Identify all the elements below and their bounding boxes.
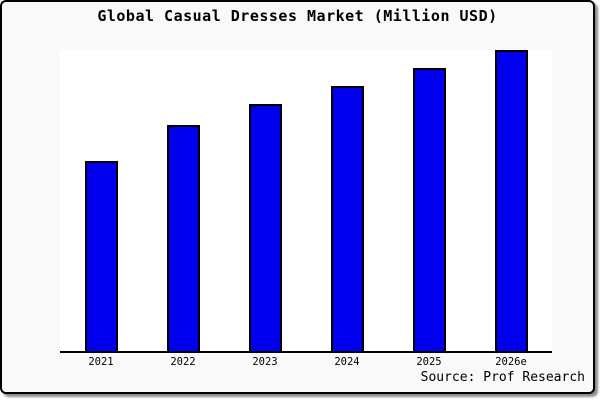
tick-label-2021: 2021 [88,356,114,368]
bar-2023 [248,104,282,351]
tick-label-2023: 2023 [252,356,278,368]
bar-slot [470,50,552,351]
x-tick-labels: 2021 2022 2023 2024 2025 2026e [60,356,552,368]
bar-2026e [494,50,528,351]
tick-label-2022: 2022 [170,356,196,368]
bars-row [60,50,552,351]
bar-2021 [84,161,118,351]
source-text: Source: Prof Research [420,370,585,385]
bar-slot [60,50,142,351]
x-axis [60,351,552,353]
bar-2024 [330,86,364,351]
chart-title: Global Casual Dresses Market (Million US… [97,7,498,25]
tick-label-2026e: 2026e [495,356,527,368]
bar-2022 [166,125,200,351]
tick-label-2024: 2024 [334,356,360,368]
bar-slot [142,50,224,351]
bar-2025 [412,68,446,351]
tick-label-2025: 2025 [416,356,442,368]
plot-area [60,50,552,351]
bar-slot [388,50,470,351]
bar-slot [224,50,306,351]
bar-slot [306,50,388,351]
chart-window: Global Casual Dresses Market (Million US… [0,0,595,394]
